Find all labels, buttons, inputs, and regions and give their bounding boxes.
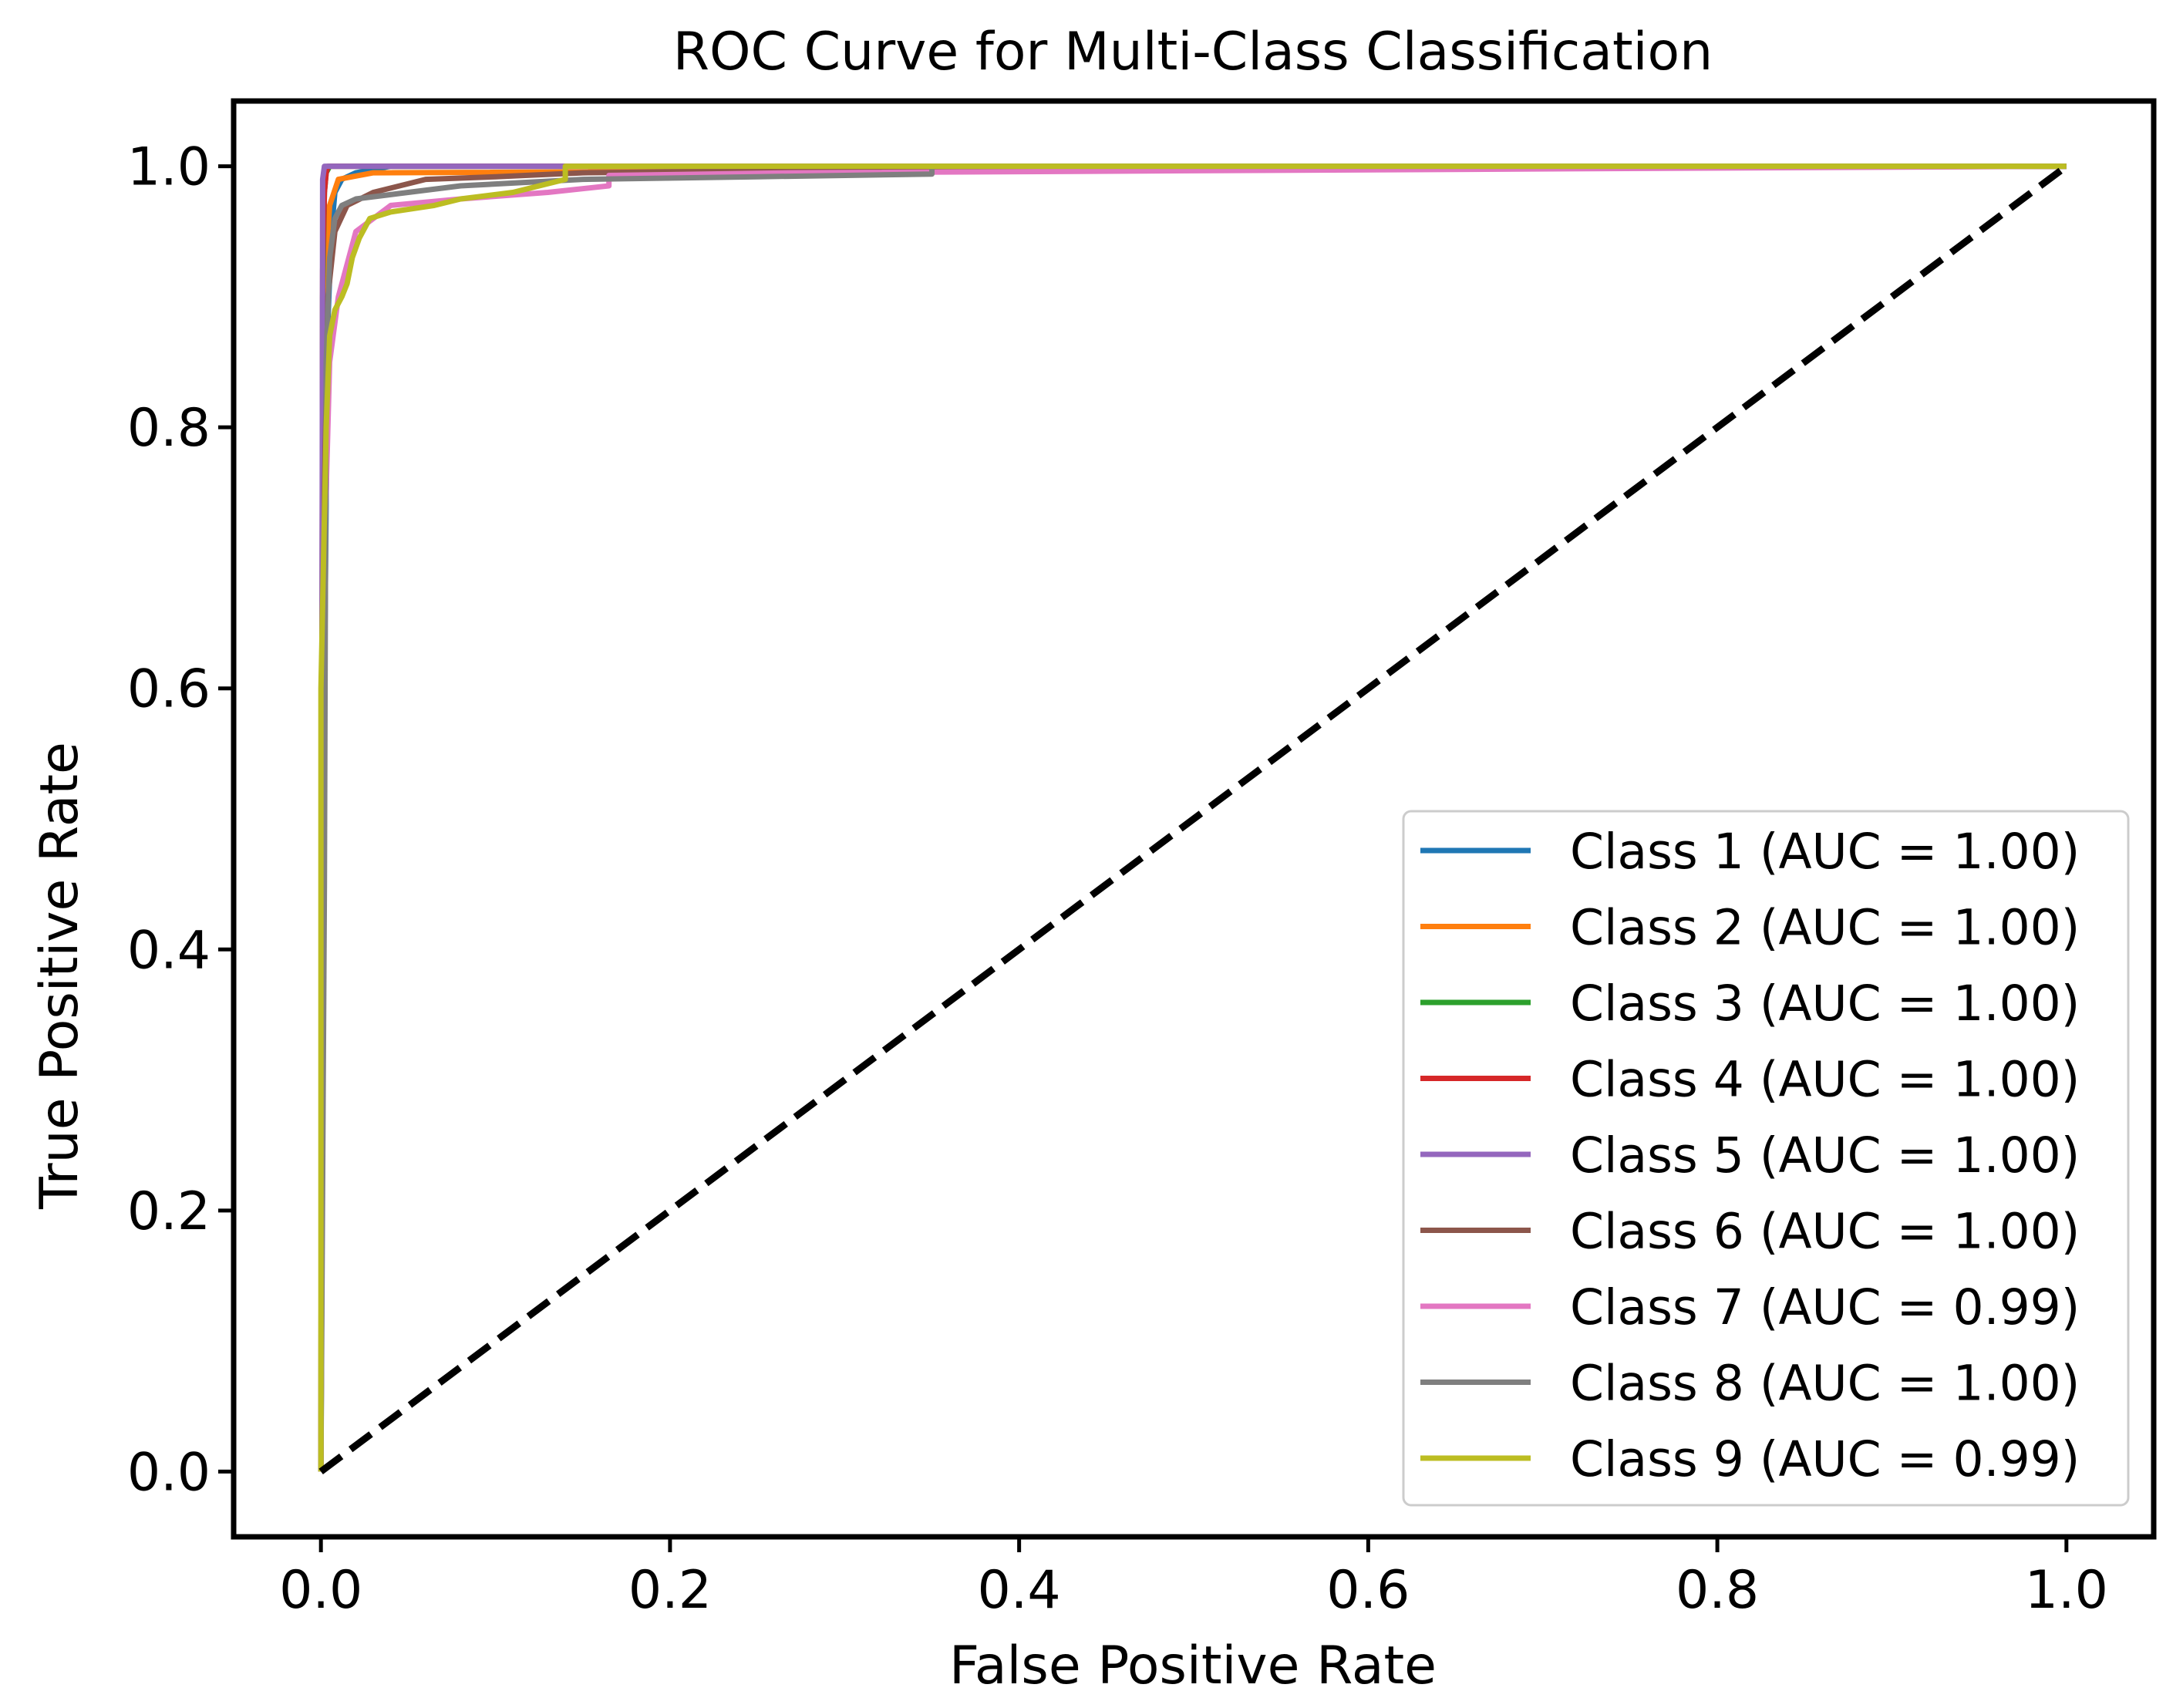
x-tick-label: 0.8: [1676, 1560, 1759, 1621]
axes-frame: [231, 98, 2157, 1540]
y-tick-label: 0.2: [127, 1181, 211, 1242]
x-tick-label: 0.6: [1326, 1560, 1410, 1621]
legend-label-class-7: Class 7 (AUC = 0.99): [1570, 1279, 2080, 1336]
y-axis-label: True Positive Rate: [29, 742, 90, 1210]
legend-label-class-3: Class 3 (AUC = 1.00): [1570, 975, 2080, 1032]
y-tick-label: 0.8: [127, 398, 211, 459]
legend-label-class-2: Class 2 (AUC = 1.00): [1570, 900, 2080, 956]
axes: 0.0 0.2 0.4 0.6 0.8 1.0 0.0 0.2 0.4 0.6 0.8 1.0: [127, 98, 2157, 1621]
legend-label-class-8: Class 8 (AUC = 1.00): [1570, 1356, 2080, 1412]
y-tick-label: 0.4: [127, 920, 211, 981]
y-tick-label: 1.0: [127, 137, 211, 198]
x-tick-label: 0.2: [628, 1560, 712, 1621]
x-tick-label: 0.0: [279, 1560, 362, 1621]
legend-label-class-9: Class 9 (AUC = 0.99): [1570, 1431, 2080, 1487]
legend-label-class-5: Class 5 (AUC = 1.00): [1570, 1127, 2080, 1184]
legend-box: [1402, 810, 2130, 1507]
chart-title: ROC Curve for Multi-Class Classification: [673, 22, 1713, 83]
reference-diagonal-line: [318, 163, 2069, 1474]
legend-label-class-6: Class 6 (AUC = 1.00): [1570, 1204, 2080, 1260]
x-tick-label: 0.4: [978, 1560, 1061, 1621]
legend: Class 1 (AUC = 1.00) Class 2 (AUC = 1.00)…: [1402, 810, 2130, 1507]
series-line-class-9: [318, 163, 2067, 1472]
plot-area: [318, 163, 2069, 1474]
legend-label-class-4: Class 4 (AUC = 1.00): [1570, 1052, 2080, 1108]
y-tick-label: 0.6: [127, 659, 211, 720]
y-tick-label: 0.0: [127, 1442, 211, 1503]
x-tick-label: 1.0: [2025, 1560, 2108, 1621]
legend-label-class-1: Class 1 (AUC = 1.00): [1570, 824, 2080, 880]
x-axis-label: False Positive Rate: [949, 1636, 1437, 1696]
